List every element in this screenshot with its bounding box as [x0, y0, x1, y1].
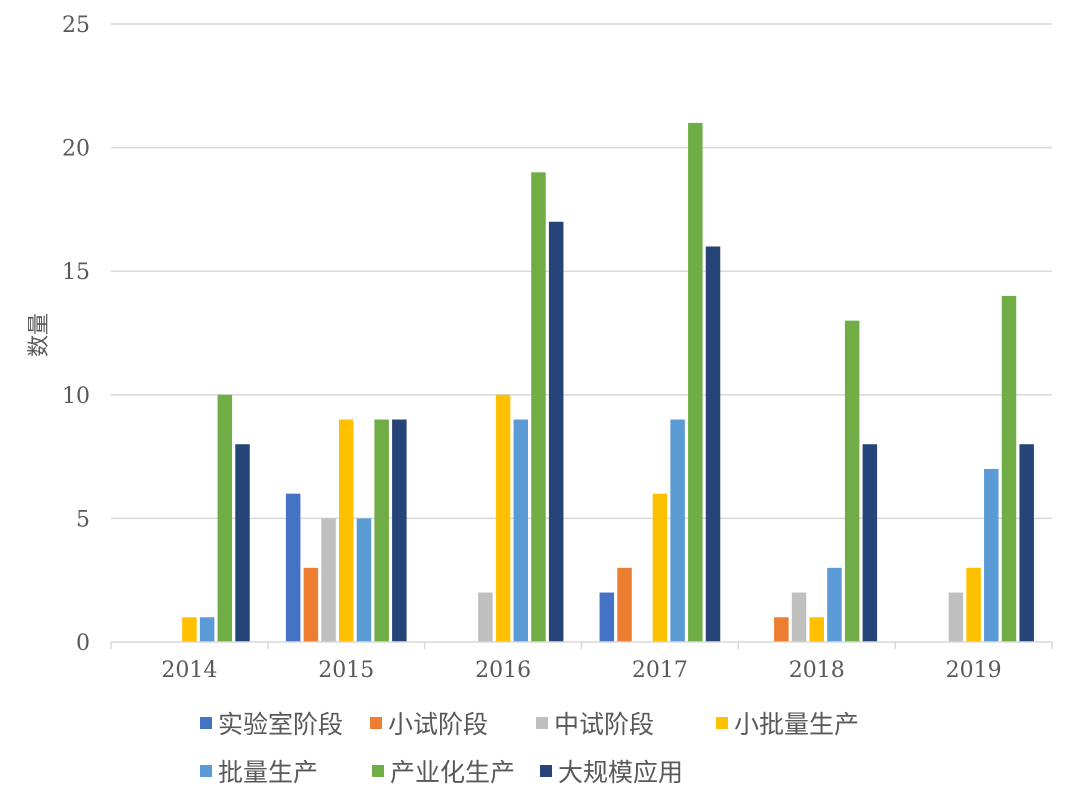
legend-swatch	[372, 765, 384, 777]
bar	[303, 567, 319, 642]
bar	[217, 394, 233, 642]
bar	[844, 320, 860, 642]
bar	[392, 419, 407, 642]
bar	[199, 617, 215, 642]
x-tick-label: 2015	[318, 658, 374, 683]
y-tick-label: 20	[62, 137, 90, 162]
bar	[948, 592, 964, 642]
bar	[827, 567, 842, 642]
bar	[182, 617, 197, 642]
legend-swatch	[536, 717, 548, 729]
bar	[513, 419, 529, 642]
bar	[548, 221, 564, 642]
x-axis-ticks: 2014 2015 2016 2017 2018 2019	[110, 642, 1053, 683]
bar	[652, 493, 668, 642]
x-tick-label: 2014	[161, 658, 217, 683]
legend-label: 小试阶段	[388, 710, 488, 739]
y-tick-label: 25	[62, 13, 90, 38]
legend-label: 产业化生产	[390, 758, 515, 787]
bar	[1019, 444, 1034, 642]
bar	[374, 419, 389, 642]
bar	[339, 419, 354, 642]
bar	[478, 592, 493, 642]
bar	[321, 518, 336, 642]
bar	[531, 172, 546, 642]
legend-swatch	[200, 717, 212, 729]
bar	[705, 246, 721, 643]
x-tick-label: 2017	[632, 658, 688, 683]
y-tick-label: 15	[62, 260, 90, 285]
bar	[984, 468, 999, 642]
bar	[688, 122, 703, 642]
bar	[862, 444, 878, 642]
bar	[356, 518, 372, 642]
y-tick-label: 5	[76, 507, 90, 532]
legend-label: 大规模应用	[558, 758, 683, 787]
legend-label: 中试阶段	[554, 710, 654, 739]
bar	[285, 493, 301, 642]
x-tick-label: 2018	[789, 658, 845, 683]
legend-swatch	[200, 765, 212, 777]
bar	[495, 394, 511, 642]
bar	[966, 567, 981, 642]
legend-swatch	[540, 765, 552, 777]
y-axis-label: 数量	[27, 313, 52, 357]
x-tick-label: 2019	[946, 658, 1002, 683]
x-tick-label: 2016	[475, 658, 531, 683]
bar	[617, 567, 632, 642]
gridlines	[111, 23, 1052, 520]
bar	[599, 592, 615, 642]
bars	[182, 122, 1034, 643]
bar	[791, 592, 807, 642]
bar	[774, 617, 789, 642]
y-tick-label: 10	[62, 384, 90, 409]
bar	[670, 419, 685, 642]
bar	[235, 444, 250, 642]
bar	[809, 617, 824, 642]
y-axis-ticks: 0 5 10 15 20 25	[62, 13, 90, 656]
legend-swatch	[716, 717, 728, 729]
legend-label: 小批量生产	[734, 710, 859, 739]
bar	[1001, 295, 1017, 642]
legend-label: 批量生产	[218, 758, 318, 787]
legend-label: 实验室阶段	[218, 710, 343, 739]
legend-swatch	[370, 717, 382, 729]
y-tick-label: 0	[76, 631, 90, 656]
